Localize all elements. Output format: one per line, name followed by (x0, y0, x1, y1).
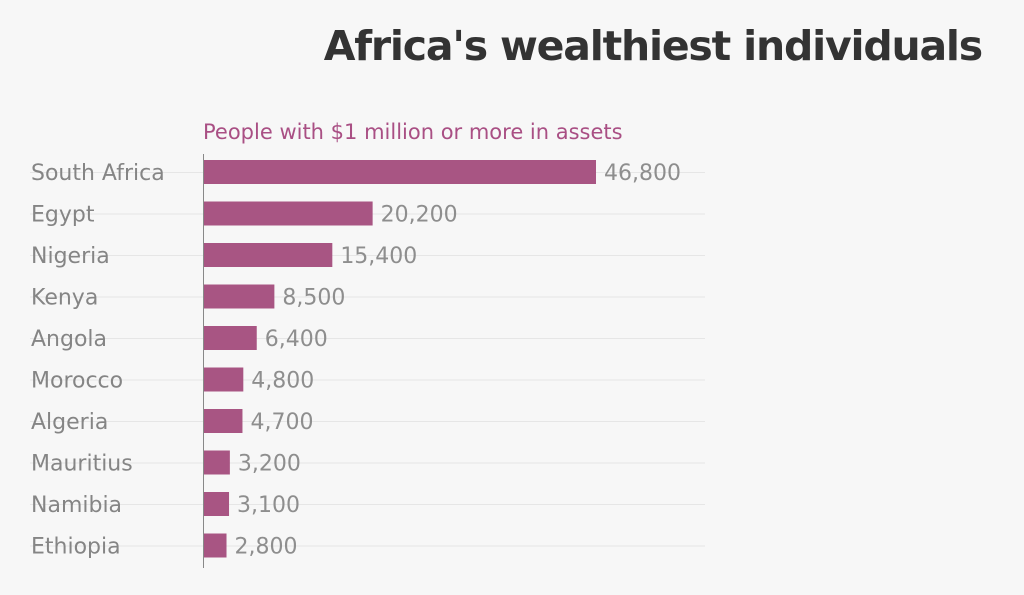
chart-subtitle: People with $1 million or more in assets (203, 120, 623, 144)
bar-morocco (203, 367, 244, 392)
value-label-angola: 6,400 (265, 327, 328, 352)
category-label-ethiopia: Ethiopia (31, 535, 121, 560)
chart-title: Africa's wealthiest individuals (323, 22, 983, 70)
gridlines (30, 172, 705, 547)
value-labels: 46,800 20,200 15,400 8,500 6,400 4,800 4,700 3,… (235, 161, 681, 560)
bar-kenya (203, 284, 275, 309)
value-label-mauritius: 3,200 (238, 452, 301, 477)
bar-south-africa (203, 160, 596, 184)
value-label-nigeria: 15,400 (340, 244, 417, 269)
value-label-egypt: 20,200 (381, 203, 458, 228)
value-label-south-africa: 46,800 (604, 161, 681, 186)
bar-egypt (203, 201, 373, 226)
category-label-angola: Angola (31, 327, 107, 352)
bar-nigeria (203, 243, 333, 267)
value-label-kenya: 8,500 (282, 286, 345, 311)
category-label-south-africa: South Africa (31, 161, 165, 186)
category-label-morocco: Morocco (31, 369, 123, 394)
value-label-algeria: 4,700 (250, 410, 313, 435)
bar-namibia (203, 492, 230, 516)
bar-algeria (203, 409, 243, 433)
bar-ethiopia (203, 533, 227, 558)
value-label-namibia: 3,100 (237, 493, 300, 518)
value-label-morocco: 4,800 (251, 369, 314, 394)
bar-mauritius (203, 450, 230, 475)
category-label-egypt: Egypt (31, 203, 95, 228)
category-label-namibia: Namibia (31, 493, 122, 518)
category-label-kenya: Kenya (31, 286, 98, 311)
category-labels: South Africa Egypt Nigeria Kenya Angola Moroc… (31, 161, 165, 560)
category-label-algeria: Algeria (31, 410, 108, 435)
bars (203, 160, 596, 558)
category-label-nigeria: Nigeria (31, 244, 110, 269)
value-label-ethiopia: 2,800 (235, 535, 298, 560)
category-label-mauritius: Mauritius (31, 452, 133, 477)
bar-angola (203, 326, 257, 350)
